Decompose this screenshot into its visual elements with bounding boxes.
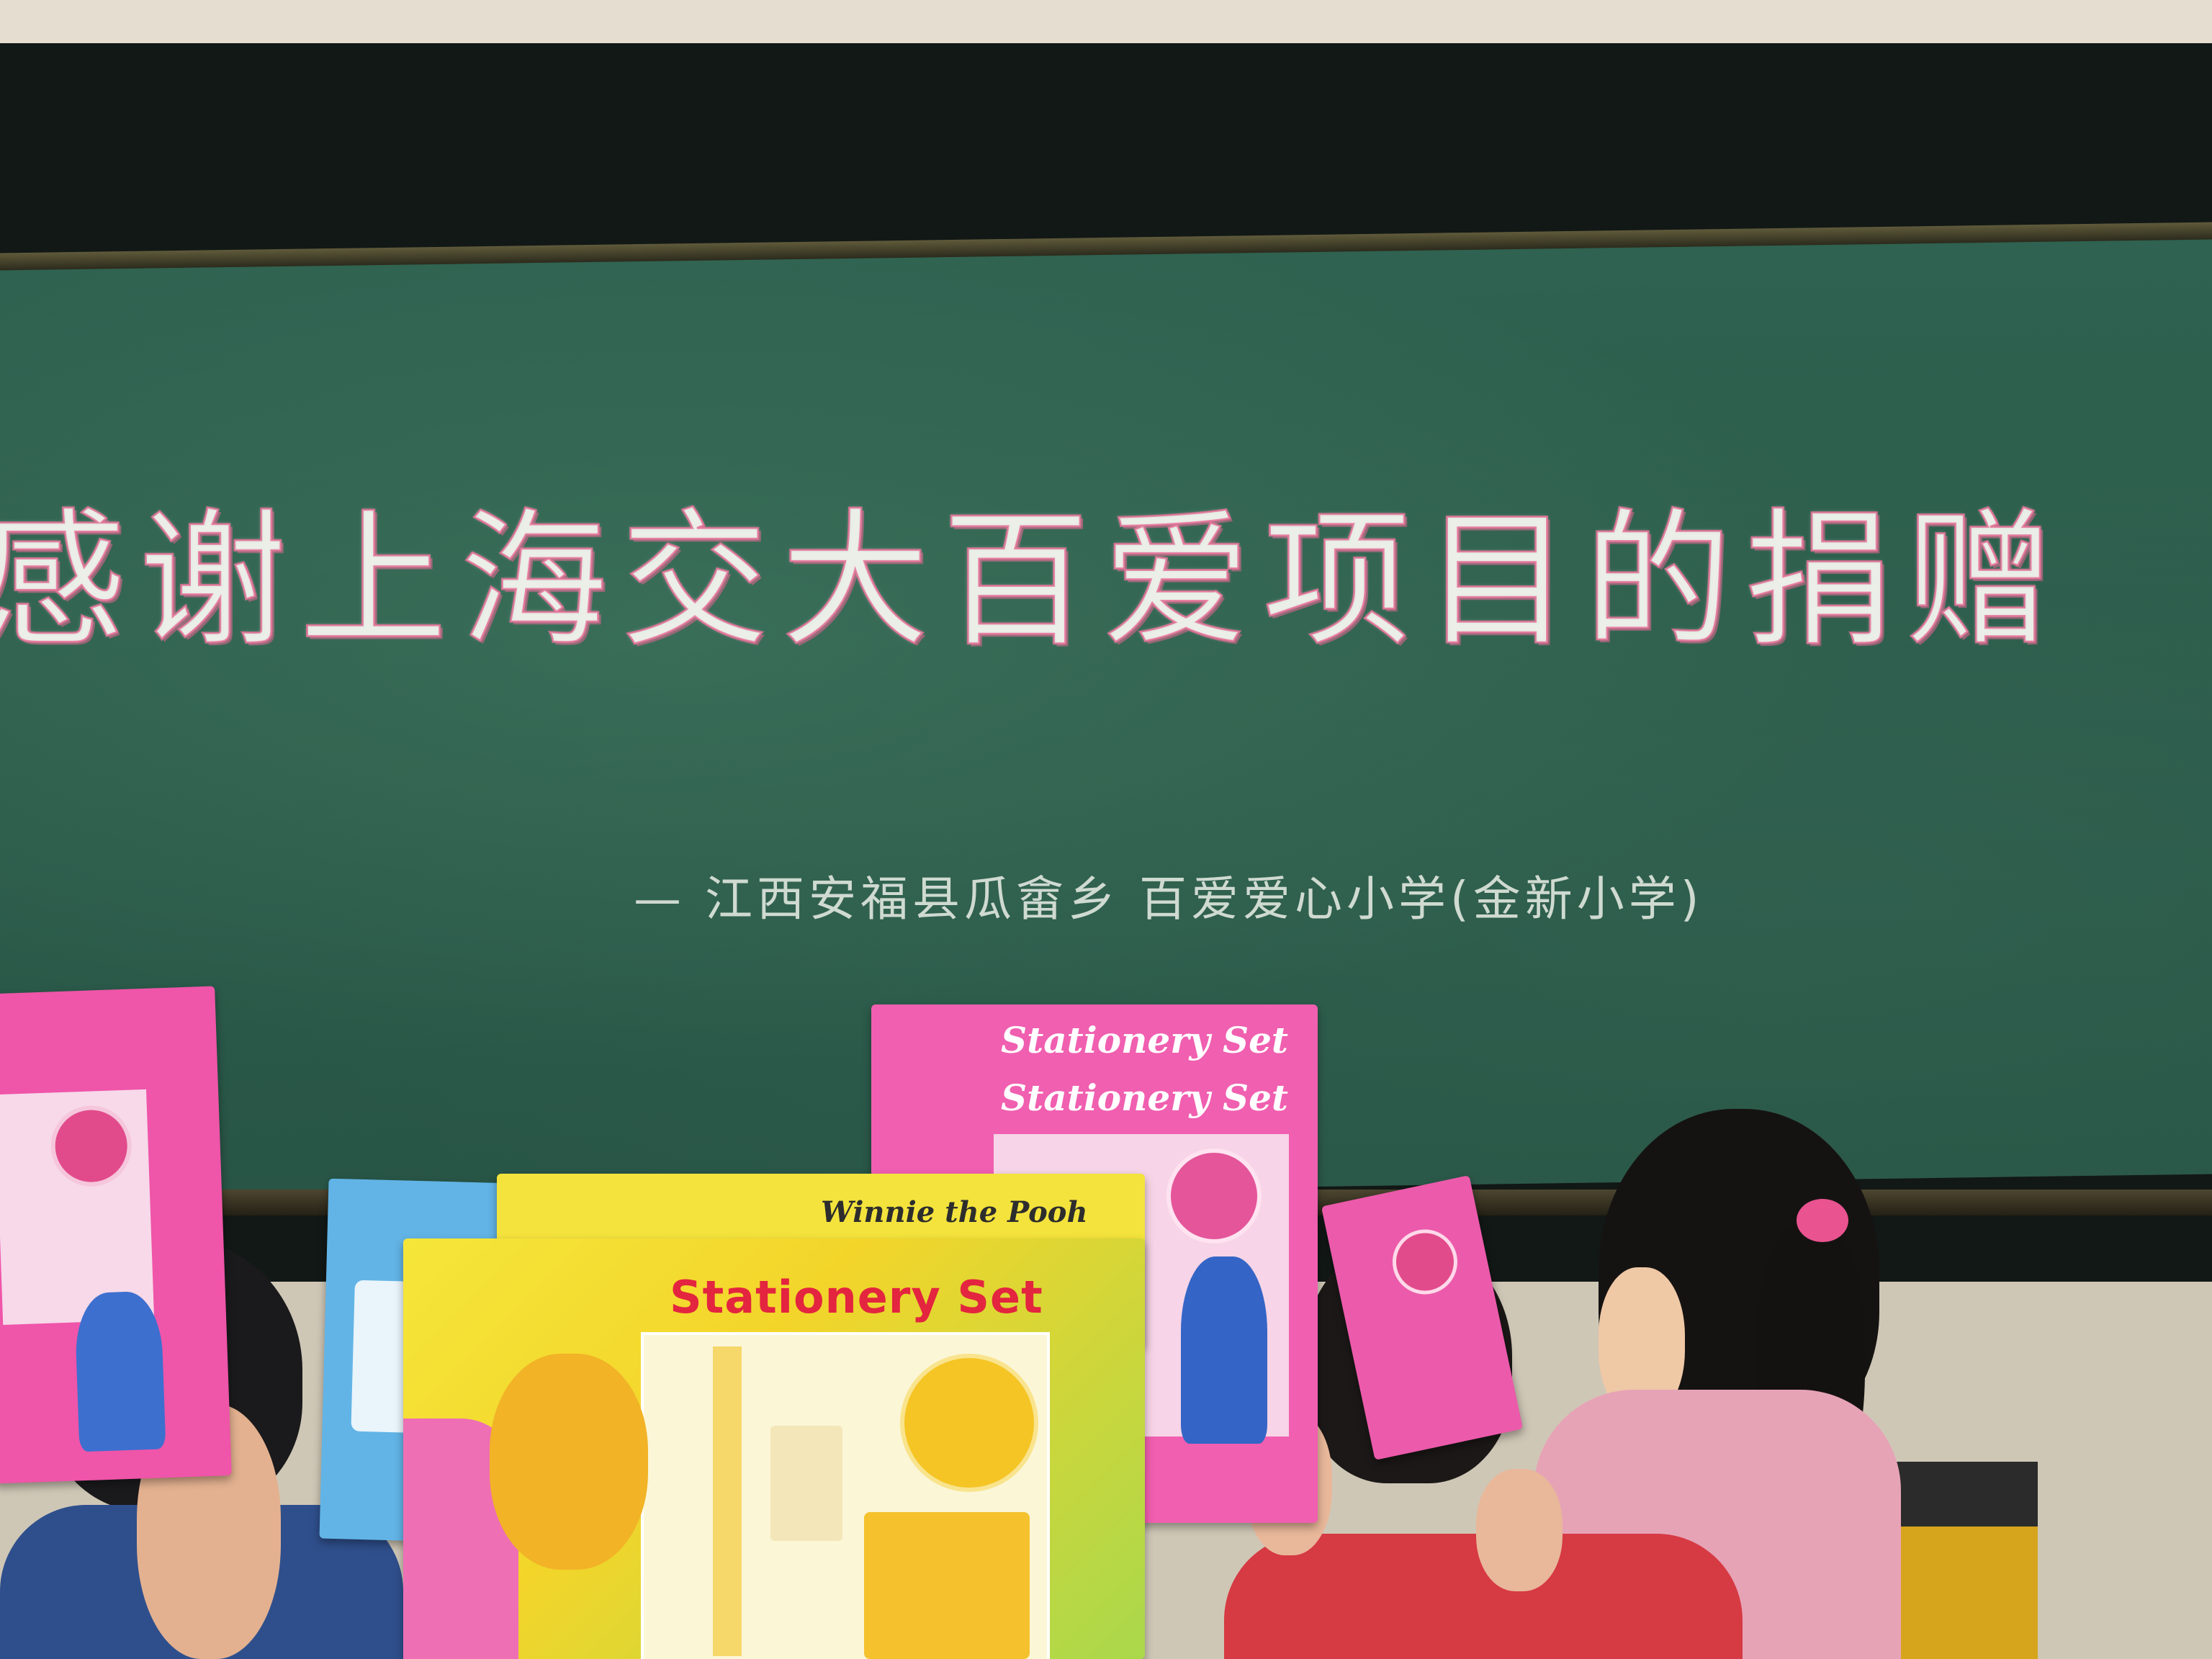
pooh-character — [490, 1354, 648, 1570]
gift-box-pink-left — [0, 986, 232, 1484]
princess-figure — [1181, 1256, 1267, 1444]
box-subtitle: Winnie the Pooh — [821, 1195, 1088, 1229]
hair-clip — [1797, 1199, 1848, 1242]
princess-figure — [73, 1290, 166, 1452]
box-label: Stationery Set — [670, 1271, 1043, 1323]
box-label-inner: Stationery Set — [1001, 1076, 1289, 1119]
gift-box-pooh: Stationery Set — [403, 1238, 1145, 1659]
chalk-headline: 感谢上海交大百爱项目的捐赠 — [0, 495, 2066, 668]
eraser — [770, 1426, 842, 1541]
hand-center-2 — [1476, 1469, 1563, 1591]
pooh-badge — [900, 1354, 1038, 1492]
mirror-compact — [1166, 1148, 1262, 1244]
pooh-notebook — [864, 1512, 1030, 1659]
box-label: Stationery Set — [1001, 1019, 1289, 1061]
mirror-compact — [1386, 1223, 1464, 1300]
pencil — [713, 1346, 742, 1656]
chalk-signature: — 江西安福县瓜畲乡 百爱爱心小学(金新小学) — [634, 871, 1704, 927]
